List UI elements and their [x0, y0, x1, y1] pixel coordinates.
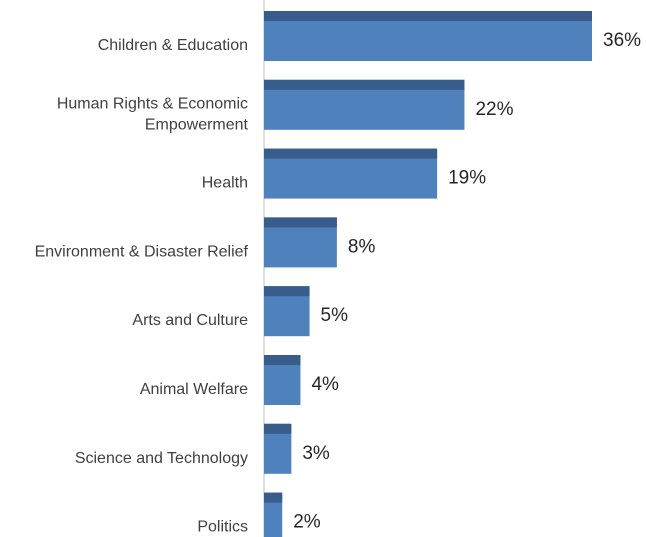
- value-label-6: 3%: [302, 443, 330, 464]
- bar-7: [264, 492, 283, 537]
- bar-top-edge-3: [264, 217, 337, 228]
- bar-top-edge-2: [264, 148, 438, 159]
- value-label-0: 36%: [603, 30, 641, 51]
- value-label-5: 4%: [311, 374, 339, 395]
- category-label-7: Politics: [197, 519, 248, 536]
- category-label-3-line-0: Environment & Disaster Relief: [35, 243, 249, 260]
- bar-top-edge-4: [264, 286, 310, 297]
- category-labels-group: Children & Education Human Rights & Econo…: [35, 37, 249, 536]
- category-label-4: Arts and Culture: [132, 312, 248, 329]
- category-label-2: Health: [202, 175, 248, 192]
- category-label-5-line-0: Animal Welfare: [140, 381, 248, 398]
- category-label-6: Science and Technology: [75, 450, 248, 467]
- category-label-0-line-0: Children & Education: [98, 37, 248, 54]
- value-labels-group: 36% 22% 19% 8% 5% 4% 3% 2%: [293, 30, 641, 533]
- bar-top-edge-1: [264, 79, 465, 90]
- category-label-1-line-1: Empowerment: [145, 116, 249, 133]
- category-label-7-line-0: Politics: [197, 519, 248, 536]
- category-label-4-line-0: Arts and Culture: [132, 312, 248, 329]
- value-label-1: 22%: [475, 99, 513, 120]
- category-label-3: Environment & Disaster Relief: [35, 243, 249, 260]
- bar-top-edge-5: [264, 355, 301, 365]
- value-label-2: 19%: [448, 168, 486, 189]
- bar-top-edge-6: [264, 423, 292, 434]
- category-label-0: Children & Education: [98, 37, 248, 54]
- value-label-7: 2%: [293, 512, 321, 533]
- category-label-2-line-0: Health: [202, 175, 248, 192]
- bar-top-edge-0: [264, 11, 592, 21]
- value-label-3: 8%: [348, 236, 376, 257]
- bar-top-edge-7: [264, 492, 283, 503]
- category-label-6-line-0: Science and Technology: [75, 450, 248, 467]
- category-label-5: Animal Welfare: [140, 381, 248, 398]
- category-label-1: Human Rights & Economic Empowerment: [57, 95, 249, 133]
- category-label-1-line-0: Human Rights & Economic: [57, 95, 248, 112]
- bars-group: [264, 11, 592, 537]
- value-label-4: 5%: [321, 305, 349, 326]
